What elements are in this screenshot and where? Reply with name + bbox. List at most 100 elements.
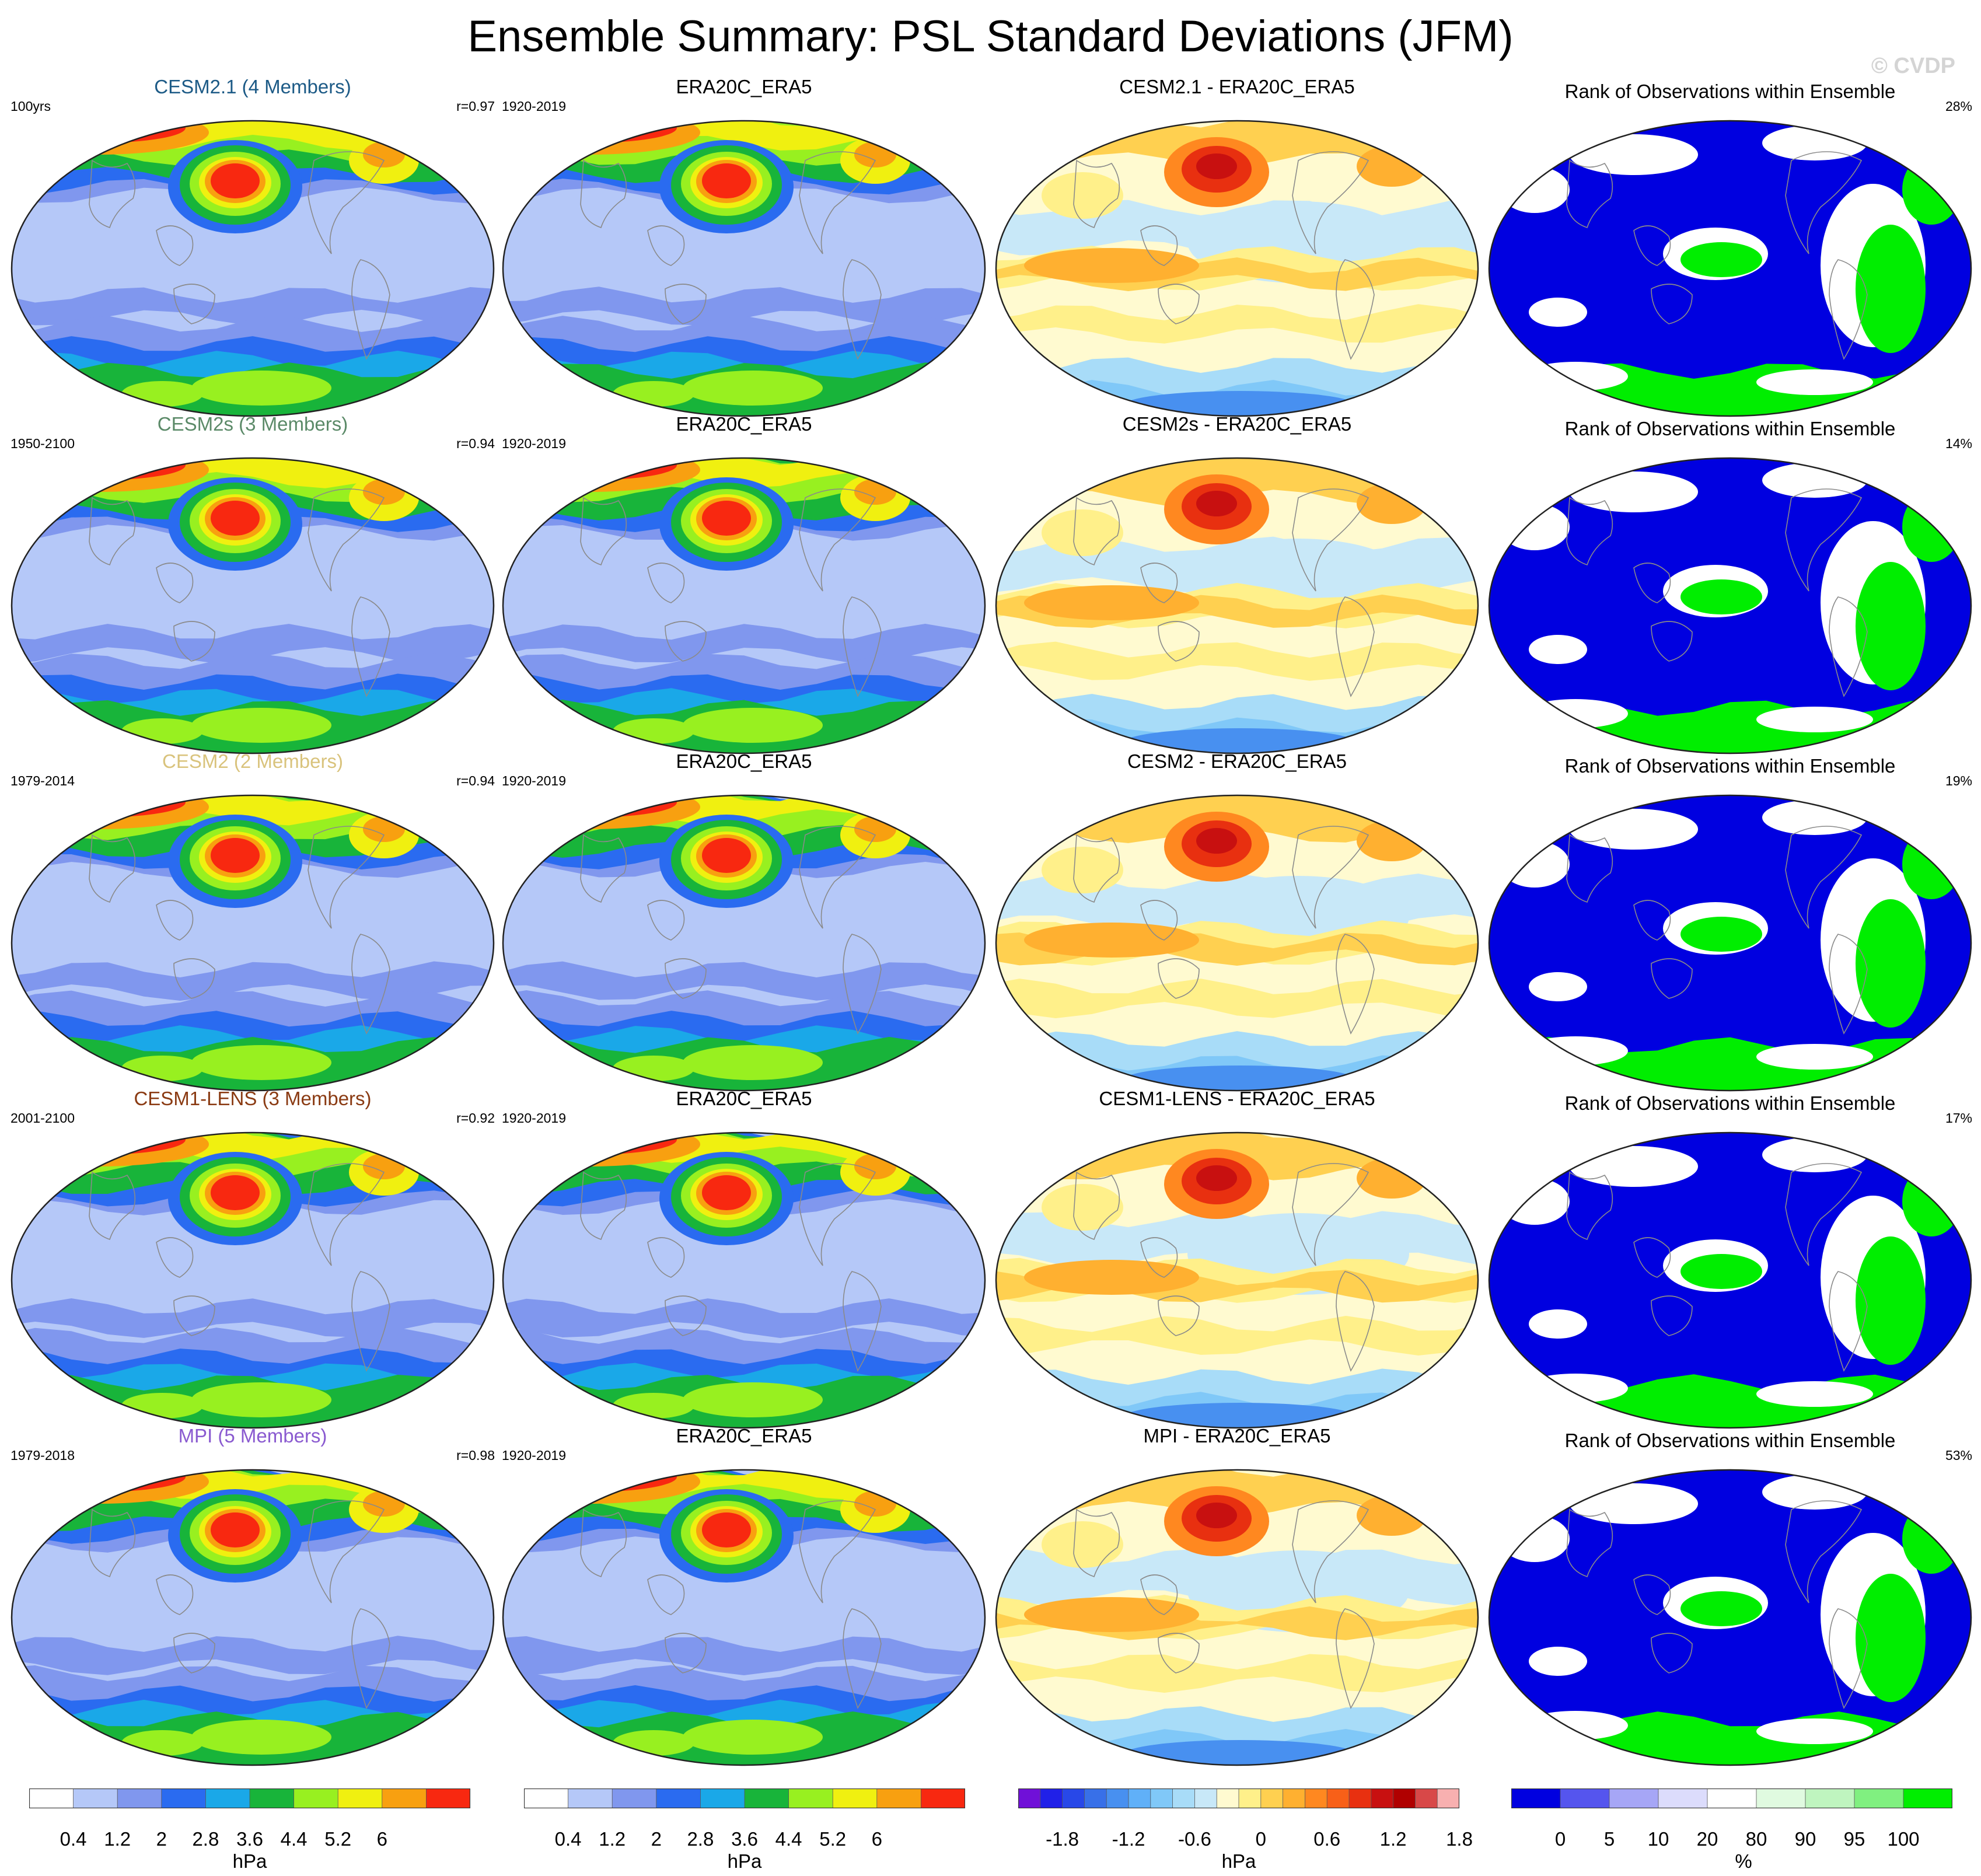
colorbar-swatch: [1511, 1788, 1561, 1808]
colorbar-swatch: [1854, 1788, 1904, 1808]
colorbar-swatch: [1756, 1788, 1806, 1808]
colorbar-3: 0 5 10 20 80 90 95 100%: [1511, 1788, 1952, 1876]
colorbar-tick-label: -1.8: [1046, 1828, 1079, 1850]
panel-title-diff: CESM2s - ERA20C_ERA5: [1122, 413, 1352, 435]
panel-title-rank: Rank of Observations within Ensemble: [1564, 1092, 1896, 1114]
panel-period-model: 1979-2018: [11, 1448, 75, 1463]
colorbar-swatch: [1260, 1788, 1284, 1808]
map-diff: [995, 457, 1479, 754]
watermark: © CVDP: [1871, 54, 1955, 78]
map-model: [11, 794, 495, 1092]
colorbar-swatch: [1437, 1788, 1459, 1808]
map-obs: [502, 1131, 986, 1429]
colorbar-swatch: [832, 1788, 878, 1808]
map-diff: [995, 794, 1479, 1092]
colorbar-tick-label: 6: [376, 1828, 387, 1850]
panel-stat-rank: 19%: [1945, 773, 1972, 788]
colorbar-swatch: [117, 1788, 162, 1808]
colorbar-swatch: [161, 1788, 207, 1808]
map-rank: [1488, 1131, 1972, 1429]
colorbar-swatch: [744, 1788, 789, 1808]
panel-period-obs: 1920-2019: [502, 1110, 566, 1126]
panel-period-obs: 1920-2019: [502, 436, 566, 451]
colorbar-swatch: [337, 1788, 383, 1808]
colorbar-swatch: [294, 1788, 339, 1808]
colorbar-tick-label: 0.4: [554, 1828, 582, 1850]
panel-title-model: CESM2.1 (4 Members): [154, 76, 351, 97]
colorbar-swatch: [788, 1788, 834, 1808]
colorbar-swatches: [1511, 1788, 1952, 1808]
colorbar-swatch: [29, 1788, 74, 1808]
colorbar-tick-label: 4.4: [775, 1828, 802, 1850]
map-model: [11, 1131, 495, 1429]
panel-stat-model: r=0.92: [456, 1110, 495, 1126]
colorbar-tick-label: -1.2: [1112, 1828, 1145, 1850]
colorbar-swatch: [1128, 1788, 1151, 1808]
panel-title-rank: Rank of Observations within Ensemble: [1564, 755, 1896, 777]
colorbar-swatch: [1903, 1788, 1952, 1808]
panel-period-model: 1979-2014: [11, 773, 75, 788]
colorbar-swatch: [876, 1788, 922, 1808]
map-obs: [502, 457, 986, 754]
colorbar-tick-label: 4.4: [280, 1828, 308, 1850]
page-title: Ensemble Summary: PSL Standard Deviation…: [467, 12, 1514, 61]
panel-period-obs: 1920-2019: [502, 1448, 566, 1463]
panel-stat-model: r=0.97: [456, 99, 495, 114]
colorbar-tick-label: 95: [1843, 1828, 1865, 1850]
colorbar-swatch: [568, 1788, 613, 1808]
colorbar-swatch: [612, 1788, 657, 1808]
colorbar-swatch: [1150, 1788, 1173, 1808]
panel-title-model: MPI (5 Members): [178, 1425, 327, 1447]
colorbar-tick-label: 100: [1887, 1828, 1920, 1850]
colorbar-swatch: [1172, 1788, 1196, 1808]
colorbar-swatch: [1018, 1788, 1041, 1808]
colorbar-tick-label: 20: [1696, 1828, 1718, 1850]
colorbar-swatch: [656, 1788, 701, 1808]
panel-title-diff: CESM2.1 - ERA20C_ERA5: [1119, 76, 1355, 97]
colorbar-unit: hPa: [727, 1850, 762, 1872]
panel-title-diff: MPI - ERA20C_ERA5: [1143, 1425, 1331, 1447]
colorbar-tick-label: 5: [1603, 1828, 1615, 1850]
colorbar-unit: hPa: [1221, 1850, 1256, 1872]
colorbar-tick-label: 90: [1794, 1828, 1816, 1850]
map-diff: [995, 1131, 1479, 1429]
colorbar-tick-label: 3.6: [236, 1828, 263, 1850]
colorbar-swatch: [921, 1788, 965, 1808]
colorbar-tick-label: 3.6: [731, 1828, 758, 1850]
panel-period-obs: 1920-2019: [502, 99, 566, 114]
map-model: [11, 1469, 495, 1766]
colorbar-swatch: [1238, 1788, 1262, 1808]
panel-title-diff: CESM2 - ERA20C_ERA5: [1127, 750, 1347, 772]
colorbar-unit: hPa: [232, 1850, 267, 1872]
colorbar-tick-label: 5.2: [324, 1828, 352, 1850]
panel-stat-rank: 53%: [1945, 1448, 1972, 1463]
colorbar-swatches: [29, 1788, 470, 1808]
colorbar-swatch: [1304, 1788, 1328, 1808]
map-obs: [502, 120, 986, 417]
panel-title-obs: ERA20C_ERA5: [676, 1425, 812, 1447]
colorbar-tick-label: 10: [1647, 1828, 1669, 1850]
colorbar-swatch: [249, 1788, 295, 1808]
colorbar-tick-label: 0: [1554, 1828, 1566, 1850]
panel-stat-model: r=0.98: [456, 1448, 495, 1463]
panel-period-model: 1950-2100: [11, 436, 75, 451]
map-diff: [995, 120, 1479, 417]
map-obs: [502, 1469, 986, 1766]
panel-title-model: CESM2s (3 Members): [157, 413, 348, 435]
colorbar-swatch: [1348, 1788, 1372, 1808]
map-obs: [502, 794, 986, 1092]
colorbar-swatches: [1018, 1788, 1459, 1808]
panel-period-model: 2001-2100: [11, 1110, 75, 1126]
colorbar-swatch: [1283, 1788, 1306, 1808]
colorbar-tick-label: 6: [871, 1828, 882, 1850]
colorbar-swatch: [524, 1788, 569, 1808]
map-rank: [1488, 120, 1972, 417]
colorbar-swatch: [1062, 1788, 1085, 1808]
colorbar-tick-label: 2: [156, 1828, 167, 1850]
colorbar-swatch: [1216, 1788, 1240, 1808]
colorbar-tick-label: 2.8: [687, 1828, 714, 1850]
map-rank: [1488, 1469, 1972, 1766]
colorbar-swatch: [700, 1788, 745, 1808]
panel-title-obs: ERA20C_ERA5: [676, 413, 812, 435]
colorbar-swatch: [1658, 1788, 1708, 1808]
